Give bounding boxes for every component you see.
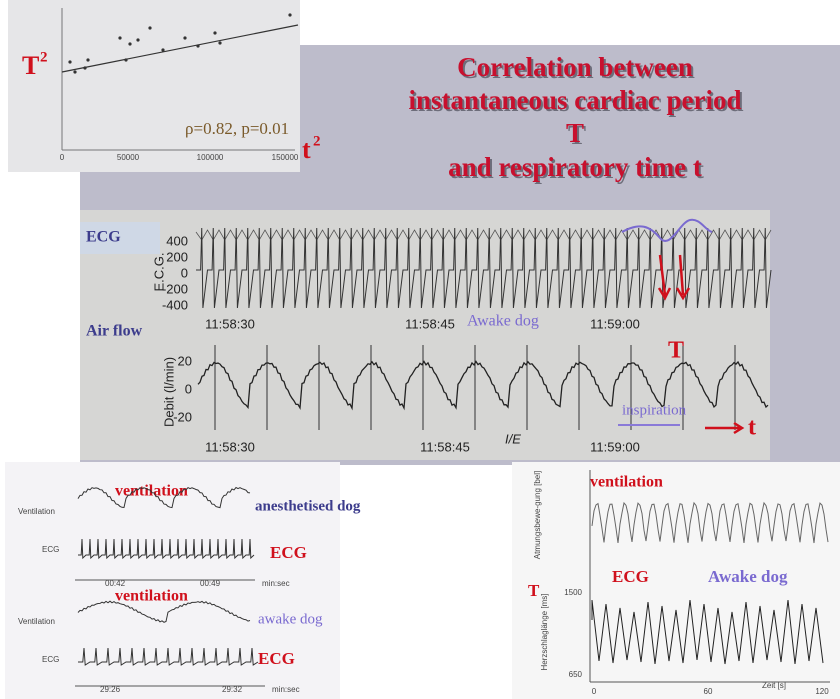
axis-label: Ventilation bbox=[18, 617, 55, 626]
time-label: t bbox=[748, 415, 756, 441]
x-tick: 150000 bbox=[272, 153, 299, 162]
airflow-label: Air flow bbox=[86, 323, 143, 340]
x-tick: 120 bbox=[815, 687, 829, 696]
axis-label: Atmungsbewe-gung [bel] bbox=[533, 471, 542, 560]
ventilation-label: ventilation bbox=[115, 483, 188, 500]
anesthetised-photo: ventilation anesthetised dog Ventilation… bbox=[5, 462, 361, 699]
y-tick: 650 bbox=[569, 670, 583, 679]
time-tick: 00:42 bbox=[105, 579, 126, 588]
axis-label: E.C.G. bbox=[151, 252, 166, 291]
ecg-trace bbox=[196, 227, 772, 309]
axis-label: ECG bbox=[42, 655, 59, 664]
arrow bbox=[705, 421, 745, 435]
ecg-label: ECG bbox=[270, 543, 307, 562]
y-tick: 0 bbox=[185, 381, 192, 396]
ecg-trace bbox=[78, 647, 259, 666]
title-line: and respiratory time t bbox=[448, 152, 702, 182]
y-label: T bbox=[22, 51, 39, 80]
time-tick: 11:58:45 bbox=[405, 316, 455, 331]
y-tick: -20 bbox=[173, 409, 192, 424]
ecg-label: ECG bbox=[86, 229, 121, 246]
time-unit: min:sec bbox=[272, 685, 300, 694]
axis-label: ECG bbox=[42, 545, 59, 554]
arrow bbox=[657, 254, 691, 301]
x-label: Zeit [s] bbox=[762, 681, 786, 690]
y-tick: -400 bbox=[162, 297, 188, 312]
axis-label: Debit (l/min) bbox=[161, 357, 176, 427]
ecg-marker-trace bbox=[195, 229, 772, 241]
y-label-sup: 2 bbox=[40, 49, 48, 65]
time-tick: 11:58:45 bbox=[420, 439, 470, 454]
y-tick: 20 bbox=[178, 353, 192, 368]
x-tick: 100000 bbox=[197, 153, 224, 162]
time-tick: 29:32 bbox=[222, 685, 243, 694]
time-tick: 29:26 bbox=[100, 685, 121, 694]
x-tick: 60 bbox=[704, 687, 713, 696]
respiration-trace bbox=[621, 218, 713, 242]
photo bbox=[80, 210, 770, 460]
ecg-trace bbox=[78, 538, 255, 560]
awake-photo: ventilation Atmungsbewe-gung [bel] T ECG… bbox=[512, 462, 840, 699]
title-line: T bbox=[566, 118, 584, 148]
ventilation-trace bbox=[591, 501, 829, 544]
photo bbox=[8, 0, 300, 172]
x-label-sup: 2 bbox=[313, 133, 321, 149]
time-unit: min:sec bbox=[262, 579, 290, 588]
y-tick: 1500 bbox=[564, 588, 582, 597]
dog-label: anesthetised dog bbox=[255, 498, 361, 514]
y-tick: 200 bbox=[166, 249, 188, 264]
scatter-points bbox=[68, 13, 292, 74]
ventilation-trace bbox=[77, 600, 251, 623]
time-tick: 11:59:00 bbox=[590, 439, 640, 454]
airflow-trace bbox=[197, 360, 769, 411]
label-bg bbox=[80, 222, 160, 254]
x-label: t bbox=[302, 135, 311, 164]
time-tick: 11:59:00 bbox=[590, 316, 640, 331]
title-line: instantaneous cardiac period bbox=[408, 85, 741, 115]
ventilation-label: ventilation bbox=[590, 474, 663, 491]
dog-label: awake dog bbox=[258, 611, 323, 627]
dog-label: Awake dog bbox=[708, 567, 788, 586]
y-tick: 0 bbox=[181, 265, 188, 280]
regression-line bbox=[61, 24, 299, 73]
ecg-airflow-photo: ECG E.C.G. 400 200 0 -200 -400 11:58:30 … bbox=[80, 210, 772, 460]
ecg-label: ECG bbox=[258, 649, 295, 668]
inspiration-label: inspiration bbox=[622, 402, 687, 418]
x-tick: 50000 bbox=[117, 153, 140, 162]
ecg-label: ECG bbox=[612, 567, 649, 586]
axis-label: Herzschlaglänge [ms] bbox=[540, 594, 549, 671]
time-tick: 11:58:30 bbox=[205, 439, 255, 454]
time-tick: 00:49 bbox=[200, 579, 221, 588]
ie-label: I/E bbox=[505, 431, 521, 446]
title-line: Correlation between bbox=[457, 52, 693, 82]
scatter-photo: T 2 ρ=0.82, p=0.01 0 50000 100000 150000… bbox=[8, 0, 321, 172]
awake-label: Awake dog bbox=[467, 313, 539, 330]
x-tick: 0 bbox=[60, 153, 65, 162]
ventilation-trace bbox=[77, 486, 251, 509]
time-tick: 11:58:30 bbox=[205, 316, 255, 331]
axis-label: Ventilation bbox=[18, 507, 55, 516]
y-tick: -200 bbox=[162, 281, 188, 296]
ventilation-label: ventilation bbox=[115, 588, 188, 605]
y-tick: 400 bbox=[166, 233, 188, 248]
heart-period-trace bbox=[591, 599, 824, 665]
period-label: T bbox=[668, 338, 684, 364]
period-label: T bbox=[528, 581, 540, 600]
photo bbox=[512, 462, 840, 699]
x-tick: 0 bbox=[592, 687, 597, 696]
stats: ρ=0.82, p=0.01 bbox=[185, 119, 289, 138]
